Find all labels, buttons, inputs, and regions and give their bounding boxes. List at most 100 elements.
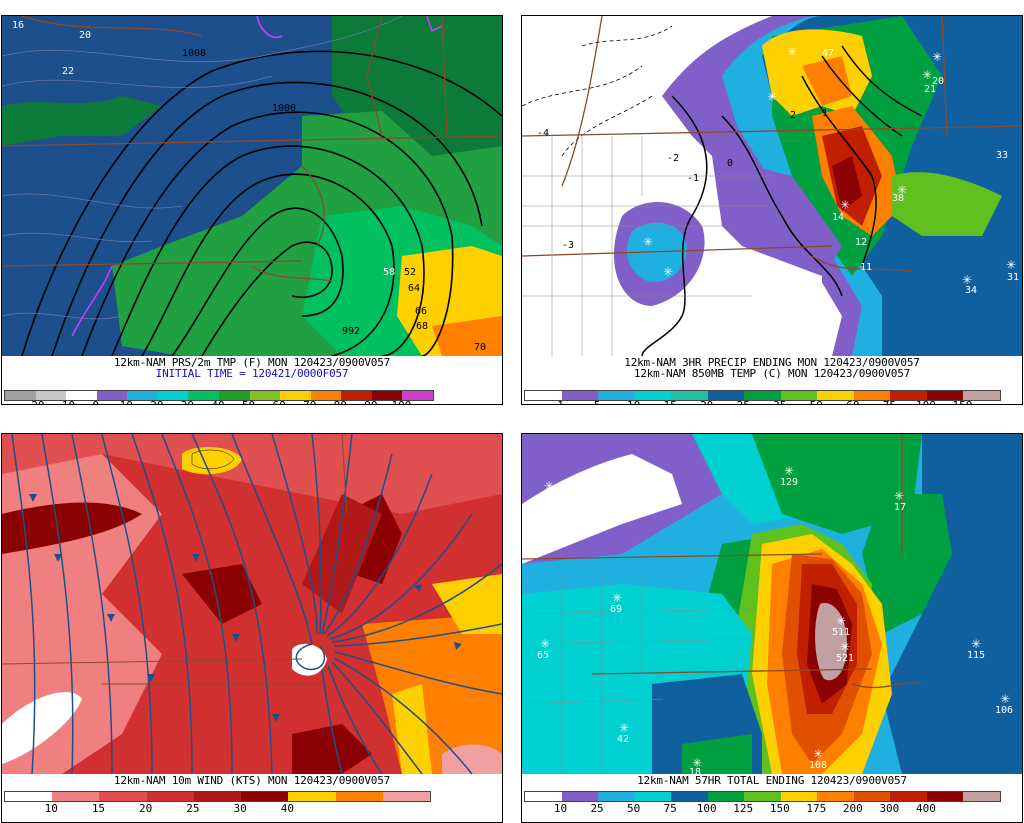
colorbar-tick-label: 10 bbox=[553, 802, 568, 815]
colorbar-tick-label: 40 bbox=[211, 400, 224, 404]
precip-panel: -4 -2 -1 0 1 2 -3 12 11 14 20 21 31 33 3… bbox=[521, 15, 1023, 405]
colorbar-tick-label: 50 bbox=[810, 400, 823, 404]
colorbar-swatch bbox=[744, 391, 781, 400]
colorbar-swatch bbox=[99, 792, 147, 801]
colorbar-tick-label: -10 bbox=[55, 400, 75, 404]
colorbar-tick-label: 100 bbox=[696, 802, 717, 815]
total-value-17: 17 bbox=[894, 502, 906, 513]
colorbar-tick-label: 100 bbox=[391, 400, 411, 404]
svg-text:✳: ✳ bbox=[962, 273, 972, 287]
total-precip-caption: 12km-NAM 57HR TOTAL ENDING 120423/0900V0… bbox=[637, 774, 907, 787]
colorbar-swatch bbox=[890, 792, 927, 801]
colorbar-tick-label: 1 bbox=[557, 400, 564, 404]
colorbar-tick-label: 175 bbox=[806, 802, 827, 815]
colorbar-tick-label: 70 bbox=[303, 400, 316, 404]
total-value-65: 65 bbox=[537, 650, 549, 661]
colorbar-tick-label: 10 bbox=[120, 400, 133, 404]
colorbar-tick-label: 25 bbox=[590, 802, 604, 815]
station-value-33: 33 bbox=[996, 150, 1008, 161]
colorbar-swatch bbox=[780, 391, 818, 400]
temp-label-64: 64 bbox=[408, 283, 420, 294]
colorbar-swatch bbox=[96, 391, 128, 400]
wind-caption: 12km-NAM 10m WIND (KTS) MON 120423/0900V… bbox=[113, 774, 391, 787]
colorbar-tick-label: 40 bbox=[280, 802, 294, 815]
colorbar-swatch bbox=[853, 792, 891, 801]
total-precip-colorbar bbox=[524, 791, 1001, 802]
total-value-106: 106 bbox=[995, 705, 1013, 716]
colorbar-swatch bbox=[817, 792, 854, 801]
svg-text:✳: ✳ bbox=[544, 479, 554, 493]
colorbar-swatch bbox=[157, 391, 189, 400]
svg-text:✳: ✳ bbox=[1000, 692, 1010, 706]
temp-label-58: 58 bbox=[383, 267, 395, 278]
colorbar-swatch bbox=[310, 391, 342, 400]
colorbar-swatch bbox=[744, 792, 781, 801]
total-precip-map: 33 129 17 69 65 115 511 521 106 42 18 10… bbox=[522, 434, 1022, 774]
colorbar-swatch bbox=[525, 391, 562, 400]
total-value-108: 108 bbox=[809, 760, 827, 771]
colorbar-swatch bbox=[5, 391, 36, 400]
svg-text:✳: ✳ bbox=[787, 45, 797, 59]
colorbar-tick-label: 15 bbox=[664, 400, 677, 404]
colorbar-swatch bbox=[525, 792, 562, 801]
colorbar-swatch bbox=[66, 391, 97, 400]
colorbar-tick-label: 25 bbox=[737, 400, 750, 404]
colorbar-swatch bbox=[249, 391, 281, 400]
contour-label-neg3: -3 bbox=[562, 240, 574, 251]
colorbar-tick-label: 200 bbox=[842, 802, 863, 815]
isobar-label-1000: 1000 bbox=[272, 103, 296, 114]
svg-text:✳: ✳ bbox=[612, 591, 622, 605]
svg-text:✳: ✳ bbox=[922, 68, 932, 82]
colorbar-tick-label: 35 bbox=[773, 400, 786, 404]
contour-label-1: 1 bbox=[822, 108, 828, 119]
station-value-12: 12 bbox=[855, 237, 867, 248]
svg-text:✳: ✳ bbox=[932, 50, 942, 64]
colorbar-tick-label: 90 bbox=[364, 400, 377, 404]
colorbar-swatch bbox=[218, 391, 250, 400]
colorbar-swatch bbox=[341, 391, 372, 400]
station-value-31: 31 bbox=[1007, 272, 1019, 283]
colorbar-swatch bbox=[634, 391, 672, 400]
total-precip-colorbar-ticks: 10 25 50 75 100 125 150 175 200 300 400 bbox=[524, 803, 1022, 815]
colorbar-tick-label: 25 bbox=[186, 802, 200, 815]
wind-map bbox=[2, 434, 502, 774]
total-value-18: 18 bbox=[689, 767, 701, 774]
colorbar-swatch bbox=[280, 391, 311, 400]
colorbar-swatch bbox=[853, 391, 891, 400]
colorbar-swatch bbox=[241, 792, 289, 801]
colorbar-swatch bbox=[926, 391, 964, 400]
colorbar-swatch bbox=[35, 391, 67, 400]
total-value-33: 33 bbox=[542, 492, 554, 503]
colorbar-swatch bbox=[926, 792, 964, 801]
svg-text:✳: ✳ bbox=[619, 721, 629, 735]
station-value-38: 38 bbox=[892, 193, 904, 204]
temp-label-52: 52 bbox=[404, 267, 416, 278]
svg-text:✳: ✳ bbox=[840, 198, 850, 212]
colorbar-tick-label: 50 bbox=[242, 400, 255, 404]
isobar-label-1008: 1008 bbox=[182, 48, 206, 59]
precip-map: -4 -2 -1 0 1 2 -3 12 11 14 20 21 31 33 3… bbox=[522, 16, 1022, 356]
colorbar-tick-label: 400 bbox=[915, 802, 936, 815]
colorbar-swatch bbox=[188, 391, 219, 400]
colorbar-swatch bbox=[707, 391, 745, 400]
colorbar-swatch bbox=[127, 391, 158, 400]
temp-label-66: 66 bbox=[415, 306, 427, 317]
svg-text:✳: ✳ bbox=[840, 640, 850, 654]
colorbar-swatch bbox=[963, 391, 1000, 400]
isobar-label-992: 992 bbox=[342, 326, 360, 337]
total-value-511: 511 bbox=[832, 627, 850, 638]
svg-text:✳: ✳ bbox=[692, 756, 702, 770]
station-value-34: 34 bbox=[965, 285, 977, 296]
colorbar-swatch bbox=[780, 792, 818, 801]
svg-text:✳: ✳ bbox=[767, 90, 777, 104]
colorbar-tick-label: 150 bbox=[953, 400, 973, 404]
colorbar-tick-label: 20 bbox=[139, 802, 153, 815]
colorbar-tick-label: 75 bbox=[883, 400, 896, 404]
colorbar-tick-label: 75 bbox=[663, 802, 677, 815]
temperature-map: 1008 1000 992 58 52 64 66 68 70 16 20 22 bbox=[2, 16, 502, 356]
colorbar-swatch bbox=[382, 792, 430, 801]
colorbar-swatch bbox=[671, 391, 708, 400]
colorbar-tick-label: 20 bbox=[700, 400, 713, 404]
total-value-521: 521 bbox=[836, 653, 854, 664]
colorbar-swatch bbox=[598, 391, 635, 400]
